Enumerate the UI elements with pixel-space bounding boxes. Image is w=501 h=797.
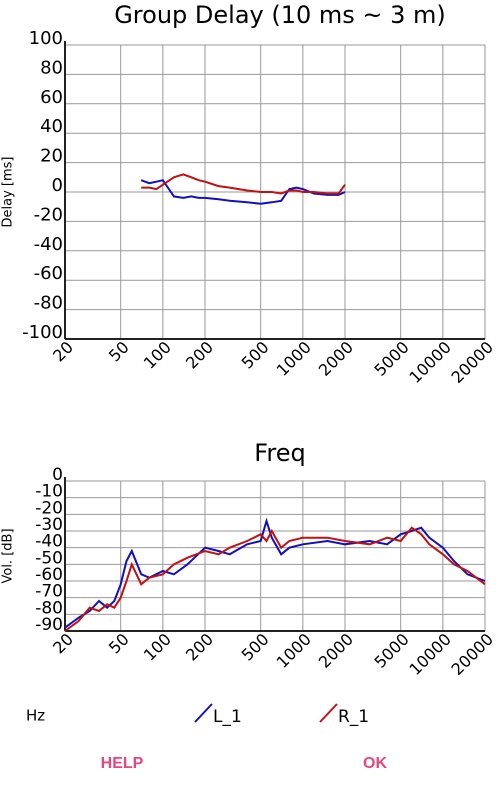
x-tick-label: 200 [182,630,217,665]
x-tick-label: 1000 [273,630,315,672]
y-tick-label: -60 [35,565,63,585]
x-tick-label: 100 [140,338,175,373]
y-tick-label: -40 [35,532,63,552]
x-tick-label: 200 [182,338,217,373]
y-axis-label: Vol. [dB] [1,528,16,583]
y-tick-label: 40 [40,116,63,137]
legend-label: R_1 [338,707,369,727]
y-tick-label: -40 [34,234,63,255]
chart-title: Freq [254,439,305,467]
legend-swatch [194,703,213,723]
legend-swatch [319,703,338,723]
x-tick-label: 2000 [315,630,357,672]
y-tick-label: -100 [22,322,63,343]
y-axis-label: Delay [ms] [1,157,16,228]
x-tick-label: 2000 [315,338,357,380]
y-tick-label: -10 [35,482,63,502]
data-line [64,526,486,632]
y-tick-label: 0 [52,175,63,196]
y-tick-label: -70 [35,582,63,602]
y-tick-label: 60 [40,87,63,108]
y-tick-label: 0 [52,465,63,485]
y-tick-label: -50 [35,548,63,568]
y-tick-label: -80 [35,598,63,618]
x-tick-label: 20000 [448,630,497,679]
y-tick-label: 80 [40,57,63,78]
help-button[interactable]: HELP [100,755,144,772]
data-line [141,173,346,195]
x-tick-label: 10000 [405,630,454,679]
x-tick-label: 500 [238,338,273,373]
y-tick-label: 100 [29,28,63,49]
x-axis-label: Hz [26,707,45,725]
y-tick-label: -20 [35,498,63,518]
y-tick-label: 20 [40,146,63,167]
ok-button[interactable]: OK [363,755,387,772]
data-line [64,517,486,629]
x-tick-label: 50 [105,338,133,366]
chart-title: Group Delay (10 ms ~ 3 m) [114,1,446,29]
y-tick-label: -80 [34,293,63,314]
x-tick-label: 50 [105,630,133,658]
y-tick-label: -60 [34,263,63,284]
x-tick-label: 20000 [448,338,497,387]
charts: Group Delay (10 ms ~ 3 m)Delay [ms]-100-… [1,1,498,727]
x-tick-label: 100 [140,630,175,665]
y-tick-label: -20 [34,204,63,225]
x-tick-label: 500 [238,630,273,665]
x-tick-label: 10000 [405,338,454,387]
legend-label: L_1 [213,707,242,727]
x-tick-label: 1000 [273,338,315,380]
y-tick-label: -90 [35,615,63,635]
y-tick-label: -30 [35,515,63,535]
